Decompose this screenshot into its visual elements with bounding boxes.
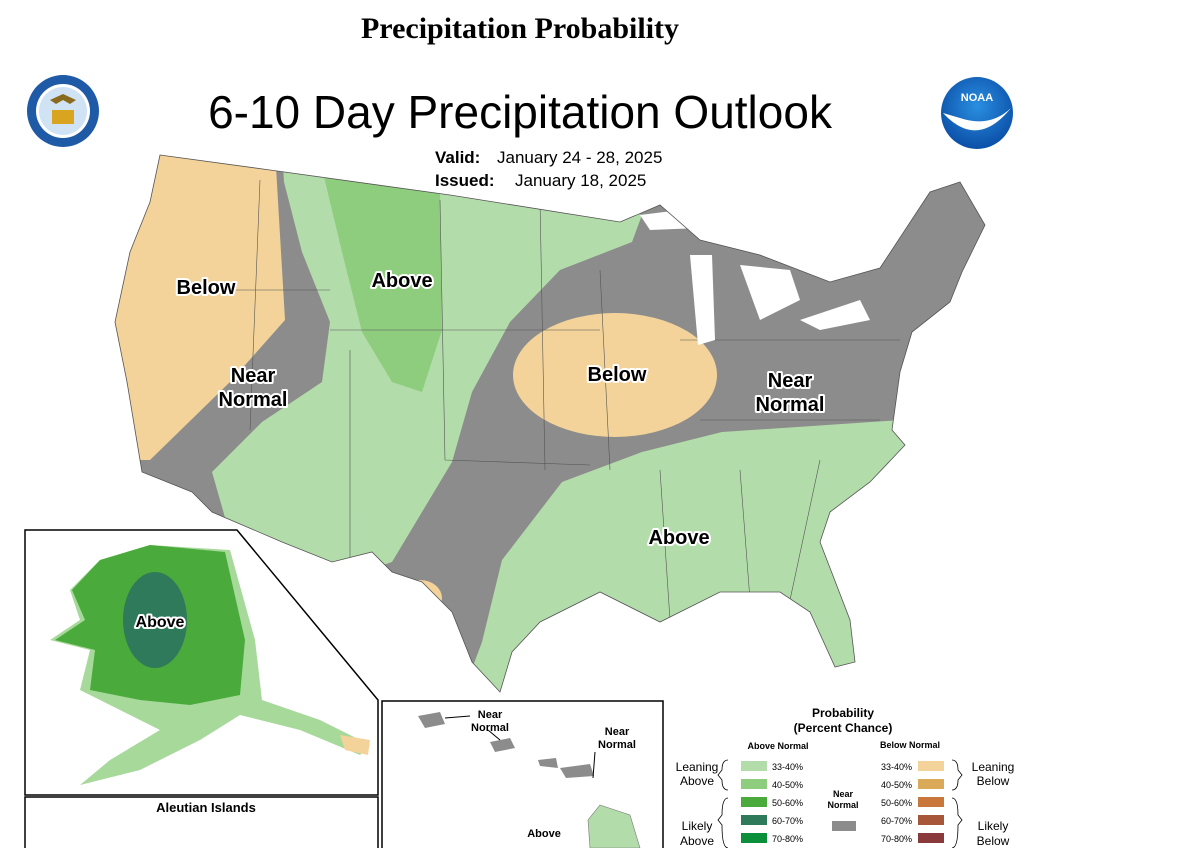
- region-label: Above: [371, 270, 432, 292]
- group-label: Above: [680, 834, 714, 848]
- region-label: Normal: [219, 389, 288, 411]
- swatch: [741, 761, 767, 771]
- region-label: Above: [648, 527, 709, 549]
- commerce-seal: [27, 75, 99, 147]
- conus-map: [115, 155, 985, 692]
- swatch: [832, 821, 856, 831]
- hawaii-inset: [381, 700, 664, 848]
- bin-label: 50-60%: [881, 798, 912, 808]
- valid-dates: January 24 - 28, 2025: [497, 148, 662, 167]
- group-label: Above: [680, 774, 714, 788]
- swatch: [741, 815, 767, 825]
- hawaii-label: Near: [478, 709, 503, 721]
- valid-label: Valid:: [435, 148, 480, 167]
- noaa-text: NOAA: [961, 92, 993, 104]
- near-label: Normal: [827, 800, 858, 810]
- page-title: Precipitation Probability: [361, 12, 679, 45]
- swatch: [918, 815, 944, 825]
- conus-outline: [114, 154, 986, 693]
- swatch: [918, 797, 944, 807]
- near-label: Near: [833, 789, 854, 799]
- region-label: Near: [231, 365, 276, 387]
- map-title: 6-10 Day Precipitation Outlook: [208, 86, 833, 138]
- bin-label: 70-80%: [772, 834, 803, 844]
- group-label: Likely: [682, 819, 713, 833]
- aleutian-inset: [24, 796, 379, 848]
- swatch: [741, 779, 767, 789]
- noaa-logo: NOAA: [941, 77, 1013, 149]
- swatch: [741, 797, 767, 807]
- bin-label: 33-40%: [772, 762, 803, 772]
- legend-header: Above Normal: [747, 741, 808, 751]
- hawaii-label: Normal: [598, 739, 636, 751]
- hawaii-label: Above: [527, 828, 561, 840]
- group-label: Below: [977, 834, 1010, 848]
- legend: Probability (Percent Chance) Above Norma…: [676, 706, 1015, 848]
- bin-label: 50-60%: [772, 798, 803, 808]
- issued-label: Issued:: [435, 171, 495, 190]
- region-label: Below: [588, 364, 647, 386]
- swatch: [918, 761, 944, 771]
- bin-label: 40-50%: [881, 780, 912, 790]
- bin-label: 33-40%: [881, 762, 912, 772]
- legend-header: Below Normal: [880, 740, 940, 750]
- legend-title: (Percent Chance): [794, 721, 893, 735]
- aleutian-title: Aleutian Islands: [156, 800, 256, 815]
- issued-date: January 18, 2025: [515, 171, 646, 190]
- region-label: Near: [768, 370, 813, 392]
- alaska-label: Above: [136, 614, 185, 631]
- region-label: Below: [177, 277, 236, 299]
- region-label: Normal: [756, 394, 825, 416]
- swatch: [741, 833, 767, 843]
- hawaii-label: Near: [605, 726, 630, 738]
- bin-label: 60-70%: [772, 816, 803, 826]
- group-label: Likely: [978, 819, 1009, 833]
- group-label: Leaning: [972, 760, 1015, 774]
- hawaii-label: Normal: [471, 722, 509, 734]
- legend-title: Probability: [812, 706, 874, 720]
- swatch: [918, 833, 944, 843]
- group-label: Below: [977, 774, 1010, 788]
- group-label: Leaning: [676, 760, 719, 774]
- bin-label: 40-50%: [772, 780, 803, 790]
- swatch: [918, 779, 944, 789]
- bin-label: 60-70%: [881, 816, 912, 826]
- alaska-inset: Above: [24, 529, 379, 796]
- bin-label: 70-80%: [881, 834, 912, 844]
